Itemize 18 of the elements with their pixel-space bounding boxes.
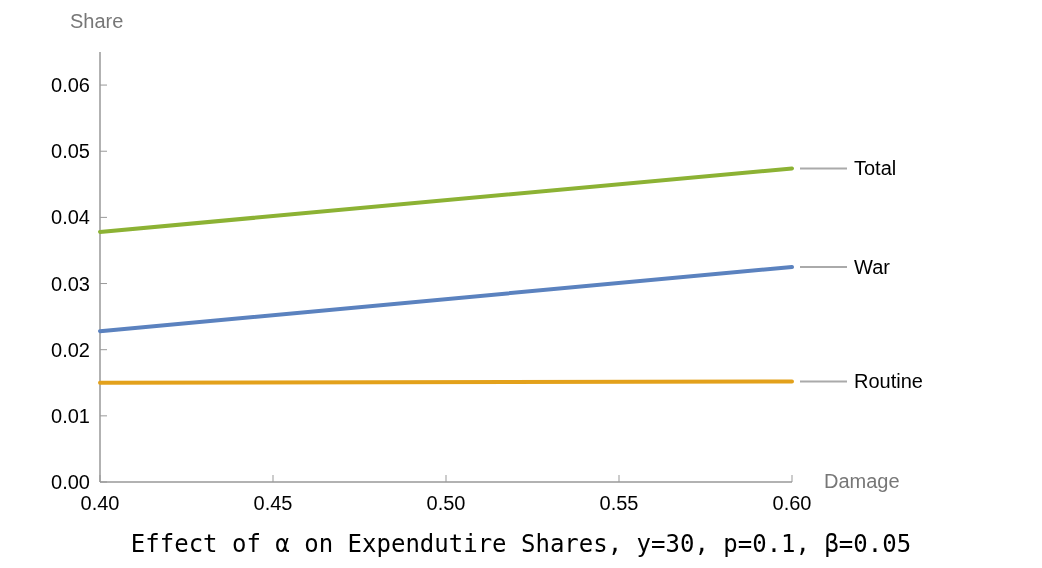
x-tick-label: 0.45 bbox=[253, 492, 293, 514]
x-tick-label: 0.50 bbox=[426, 492, 466, 514]
text: Routine bbox=[854, 370, 923, 393]
y-tick-label: 0.04 bbox=[51, 206, 90, 229]
x-axis-title: Damage bbox=[824, 470, 900, 492]
text: War bbox=[854, 256, 891, 278]
text: Total bbox=[854, 157, 897, 180]
y-tick-label: 0.05 bbox=[51, 140, 90, 163]
y-tick-label: 0.01 bbox=[51, 404, 90, 427]
x-tick-label: 0.60 bbox=[772, 492, 812, 514]
y-tick-label: 0.06 bbox=[51, 74, 90, 97]
x-tick-label: 0.40 bbox=[80, 492, 120, 514]
y-tick-label: 0.00 bbox=[51, 471, 90, 493]
text: Effect of α on Expendutire Shares, y=30, p=0.1, β=0.05 bbox=[130, 530, 912, 558]
y-tick-label: 0.02 bbox=[51, 338, 90, 361]
y-axis-title: Share bbox=[70, 10, 124, 32]
y-tick-label: 0.03 bbox=[51, 272, 90, 295]
x-tick-label: 0.55 bbox=[599, 492, 639, 514]
